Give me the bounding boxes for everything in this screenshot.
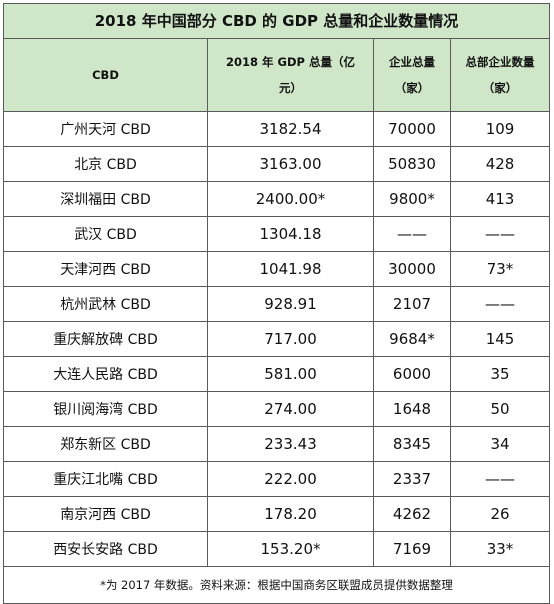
table-row: 武汉 CBD 1304.18 —— ——	[3, 216, 551, 252]
cell-gdp: 153.20*	[207, 531, 374, 567]
cell-cbd-name: 天津河西 CBD	[3, 251, 208, 287]
cbd-gdp-table: 2018 年中国部分 CBD 的 GDP 总量和企业数量情况 CBD 2018 …	[2, 3, 551, 604]
header-hq-line2: （家）	[482, 81, 518, 95]
header-gdp-line1: 2018 年 GDP 总量（亿	[226, 55, 355, 69]
cell-cbd-name: 西安长安路 CBD	[3, 531, 208, 567]
cell-hq: 413	[449, 181, 551, 217]
cell-cbd-name: 杭州武林 CBD	[3, 286, 208, 322]
cell-cbd-name: 重庆江北嘴 CBD	[3, 461, 208, 497]
cbd-table-container: 2018 年中国部分 CBD 的 GDP 总量和企业数量情况 CBD 2018 …	[2, 3, 551, 604]
table-row: 北京 CBD 3163.00 50830 428	[3, 146, 551, 182]
cell-hq: ——	[449, 216, 551, 252]
cell-gdp: 581.00	[207, 356, 374, 392]
cell-hq: 109	[449, 111, 551, 147]
header-firms-line1: 企业总量	[389, 55, 435, 69]
table-body: 广州天河 CBD 3182.54 70000 109 北京 CBD 3163.00 5083…	[3, 111, 551, 567]
cell-cbd-name: 南京河西 CBD	[3, 496, 208, 532]
cell-firms: 9800*	[373, 181, 451, 217]
cell-firms: 2337	[373, 461, 451, 497]
cell-hq: 35	[449, 356, 551, 392]
table-row: 深圳福田 CBD 2400.00* 9800* 413	[3, 181, 551, 217]
table-footnote: *为 2017 年数据。资料来源：根据中国商务区联盟成员提供数据整理	[2, 566, 551, 604]
table-row: 南京河西 CBD 178.20 4262 26	[3, 496, 551, 532]
cell-gdp: 3163.00	[207, 146, 374, 182]
table-row: 西安长安路 CBD 153.20* 7169 33*	[3, 531, 551, 567]
cell-firms: ——	[373, 216, 451, 252]
cell-hq: ——	[449, 286, 551, 322]
cell-cbd-name: 大连人民路 CBD	[3, 356, 208, 392]
header-hq-line1: 总部企业数量	[465, 55, 535, 69]
table-row: 重庆解放碑 CBD 717.00 9684* 145	[3, 321, 551, 357]
cell-firms: 2107	[373, 286, 451, 322]
cell-hq: 145	[449, 321, 551, 357]
cell-gdp: 2400.00*	[207, 181, 374, 217]
table-row: 重庆江北嘴 CBD 222.00 2337 ——	[3, 461, 551, 497]
table-row: 杭州武林 CBD 928.91 2107 ——	[3, 286, 551, 322]
cell-hq: 33*	[449, 531, 551, 567]
cell-hq: ——	[449, 461, 551, 497]
cell-gdp: 717.00	[207, 321, 374, 357]
header-row: CBD 2018 年 GDP 总量（亿 元） 企业总量 （家） 总部企业数量 （…	[3, 38, 551, 112]
cell-gdp: 233.43	[207, 426, 374, 462]
cell-cbd-name: 郑东新区 CBD	[3, 426, 208, 462]
header-hq: 总部企业数量 （家）	[449, 38, 551, 112]
cell-firms: 9684*	[373, 321, 451, 357]
header-gdp-line2: 元）	[279, 81, 302, 95]
cell-firms: 50830	[373, 146, 451, 182]
cell-cbd-name: 广州天河 CBD	[3, 111, 208, 147]
table-title: 2018 年中国部分 CBD 的 GDP 总量和企业数量情况	[2, 3, 551, 39]
cell-hq: 73*	[449, 251, 551, 287]
cell-gdp: 928.91	[207, 286, 374, 322]
cell-gdp: 3182.54	[207, 111, 374, 147]
table-row: 郑东新区 CBD 233.43 8345 34	[3, 426, 551, 462]
table-row: 银川阅海湾 CBD 274.00 1648 50	[3, 391, 551, 427]
cell-firms: 1648	[373, 391, 451, 427]
table-row: 广州天河 CBD 3182.54 70000 109	[3, 111, 551, 147]
cell-gdp: 1041.98	[207, 251, 374, 287]
cell-gdp: 222.00	[207, 461, 374, 497]
header-gdp: 2018 年 GDP 总量（亿 元）	[207, 38, 374, 112]
cell-firms: 4262	[373, 496, 451, 532]
header-cbd: CBD	[3, 38, 208, 112]
cell-gdp: 274.00	[207, 391, 374, 427]
cell-firms: 30000	[373, 251, 451, 287]
cell-cbd-name: 武汉 CBD	[3, 216, 208, 252]
cell-hq: 428	[449, 146, 551, 182]
cell-cbd-name: 银川阅海湾 CBD	[3, 391, 208, 427]
cell-cbd-name: 北京 CBD	[3, 146, 208, 182]
header-firms: 企业总量 （家）	[373, 38, 451, 112]
cell-gdp: 178.20	[207, 496, 374, 532]
header-firms-line2: （家）	[394, 81, 430, 95]
cell-hq: 26	[449, 496, 551, 532]
cell-firms: 6000	[373, 356, 451, 392]
cell-gdp: 1304.18	[207, 216, 374, 252]
cell-cbd-name: 深圳福田 CBD	[3, 181, 208, 217]
table-row: 天津河西 CBD 1041.98 30000 73*	[3, 251, 551, 287]
cell-firms: 70000	[373, 111, 451, 147]
cell-cbd-name: 重庆解放碑 CBD	[3, 321, 208, 357]
cell-firms: 7169	[373, 531, 451, 567]
table-row: 大连人民路 CBD 581.00 6000 35	[3, 356, 551, 392]
cell-firms: 8345	[373, 426, 451, 462]
cell-hq: 50	[449, 391, 551, 427]
cell-hq: 34	[449, 426, 551, 462]
